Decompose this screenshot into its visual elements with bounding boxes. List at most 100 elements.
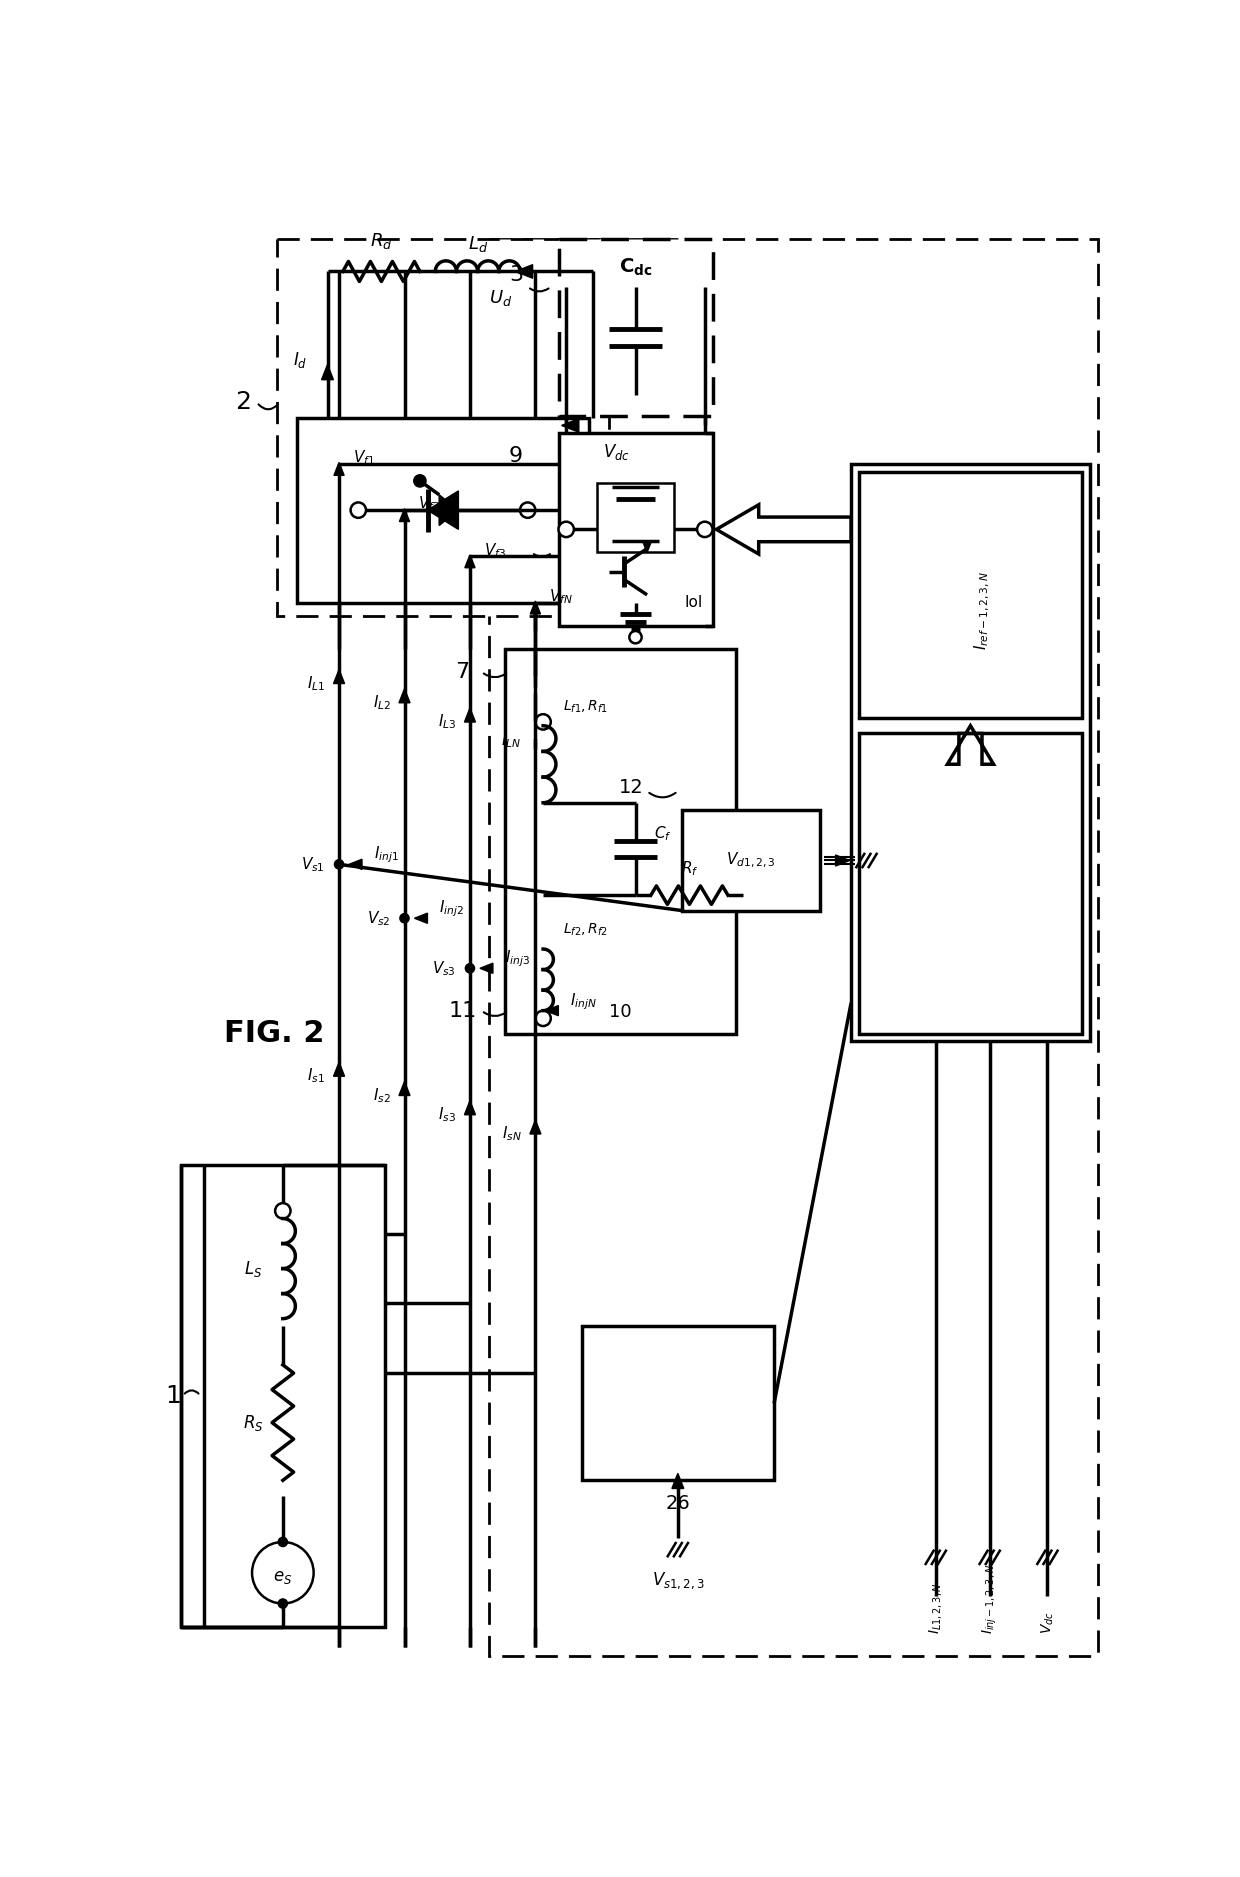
Text: $I_d$: $I_d$ xyxy=(294,349,308,370)
Polygon shape xyxy=(350,860,362,869)
Polygon shape xyxy=(619,499,652,522)
Text: $V_{f2}$: $V_{f2}$ xyxy=(418,496,440,512)
Text: $V_{s2}$: $V_{s2}$ xyxy=(367,908,391,927)
Polygon shape xyxy=(465,708,475,723)
Circle shape xyxy=(465,963,475,972)
Bar xyxy=(490,238,1097,1656)
Text: $I_{inj1}$: $I_{inj1}$ xyxy=(373,845,398,865)
Text: 2: 2 xyxy=(234,390,250,415)
Text: $R_d$: $R_d$ xyxy=(370,231,393,252)
Polygon shape xyxy=(399,509,409,522)
Text: $I_{s3}$: $I_{s3}$ xyxy=(438,1106,456,1124)
Polygon shape xyxy=(516,265,533,278)
Circle shape xyxy=(351,503,366,518)
Polygon shape xyxy=(717,505,851,554)
Polygon shape xyxy=(531,601,541,614)
Text: $C_f$: $C_f$ xyxy=(653,824,671,843)
Circle shape xyxy=(558,522,574,537)
Circle shape xyxy=(520,503,536,518)
Polygon shape xyxy=(439,496,459,526)
Polygon shape xyxy=(334,1062,345,1076)
Polygon shape xyxy=(836,856,849,865)
Text: 1: 1 xyxy=(166,1383,181,1408)
Text: $V_{f3}$: $V_{f3}$ xyxy=(484,541,506,559)
Polygon shape xyxy=(480,963,492,974)
Polygon shape xyxy=(642,542,651,552)
Text: $I_{L3}$: $I_{L3}$ xyxy=(438,713,456,732)
Circle shape xyxy=(399,914,409,923)
Text: $R_S$: $R_S$ xyxy=(243,1413,264,1432)
Circle shape xyxy=(697,522,713,537)
Polygon shape xyxy=(334,462,345,475)
Polygon shape xyxy=(399,1081,410,1096)
Text: $I_{s1}$: $I_{s1}$ xyxy=(308,1066,325,1085)
Polygon shape xyxy=(562,419,579,432)
Text: $V_{dc}$: $V_{dc}$ xyxy=(603,443,630,462)
Bar xyxy=(682,811,821,910)
Text: $L_{f1},R_{f1}$: $L_{f1},R_{f1}$ xyxy=(563,698,608,715)
Text: 10: 10 xyxy=(609,1002,631,1021)
Text: $I_{inj-1,2,3,N}$: $I_{inj-1,2,3,N}$ xyxy=(981,1564,999,1635)
Text: $I_{inj3}$: $I_{inj3}$ xyxy=(505,948,529,969)
Text: $R_f$: $R_f$ xyxy=(681,860,698,878)
Text: $I_{s2}$: $I_{s2}$ xyxy=(373,1087,391,1106)
Text: $V_{d1,2,3}$: $V_{d1,2,3}$ xyxy=(727,850,776,871)
Polygon shape xyxy=(414,912,428,923)
Text: 11: 11 xyxy=(448,1000,476,1021)
Text: $I_{L2}$: $I_{L2}$ xyxy=(372,693,391,711)
Bar xyxy=(859,471,1083,719)
Text: $I_{sN}$: $I_{sN}$ xyxy=(502,1124,522,1143)
Polygon shape xyxy=(399,689,410,702)
Circle shape xyxy=(278,1599,288,1609)
Polygon shape xyxy=(428,492,459,529)
Polygon shape xyxy=(465,556,475,567)
Polygon shape xyxy=(529,1121,541,1134)
Circle shape xyxy=(275,1203,290,1218)
Polygon shape xyxy=(529,726,541,741)
Text: FIG. 2: FIG. 2 xyxy=(223,1019,324,1047)
Circle shape xyxy=(278,1537,288,1547)
Bar xyxy=(851,464,1090,1042)
Circle shape xyxy=(531,1006,541,1015)
Polygon shape xyxy=(321,364,334,379)
Text: $L_S$: $L_S$ xyxy=(244,1259,263,1278)
Text: 7: 7 xyxy=(455,663,469,681)
Text: $I_{injN}$: $I_{injN}$ xyxy=(570,991,596,1012)
Text: 26: 26 xyxy=(666,1494,691,1513)
Circle shape xyxy=(536,713,551,730)
Circle shape xyxy=(536,1010,551,1027)
Text: $V_{s1}$: $V_{s1}$ xyxy=(301,856,325,873)
Text: $I_{LN}$: $I_{LN}$ xyxy=(501,732,522,751)
Text: $L_d$: $L_d$ xyxy=(467,235,487,255)
Text: 9: 9 xyxy=(510,447,523,465)
Polygon shape xyxy=(465,1100,475,1115)
Bar xyxy=(582,1327,774,1481)
Bar xyxy=(558,434,713,625)
Text: $V_{s3}$: $V_{s3}$ xyxy=(433,959,456,978)
Text: $I_{L1}$: $I_{L1}$ xyxy=(308,674,325,693)
Polygon shape xyxy=(672,1473,683,1488)
Bar xyxy=(296,419,589,603)
Polygon shape xyxy=(947,726,993,764)
Text: $L_{f2},R_{f2}$: $L_{f2},R_{f2}$ xyxy=(563,922,608,938)
Text: 12: 12 xyxy=(619,777,644,798)
Polygon shape xyxy=(546,1006,558,1015)
Text: $U_d$: $U_d$ xyxy=(489,289,512,308)
Text: $I_{L1,2,3,N}$: $I_{L1,2,3,N}$ xyxy=(928,1582,945,1635)
Circle shape xyxy=(414,475,427,486)
Circle shape xyxy=(335,860,343,869)
Circle shape xyxy=(735,888,751,903)
Text: $I_{ref-1,2,3,N}$: $I_{ref-1,2,3,N}$ xyxy=(972,571,992,649)
Polygon shape xyxy=(334,670,345,683)
Bar xyxy=(278,238,609,616)
Text: $e_S$: $e_S$ xyxy=(273,1567,293,1586)
Circle shape xyxy=(252,1541,314,1603)
Bar xyxy=(859,734,1083,1034)
Text: $I_{inj2}$: $I_{inj2}$ xyxy=(439,899,464,920)
Bar xyxy=(558,238,713,417)
Text: $V_{s1,2,3}$: $V_{s1,2,3}$ xyxy=(651,1571,704,1590)
Bar xyxy=(505,649,735,1034)
Bar xyxy=(181,1164,386,1627)
Bar xyxy=(596,482,675,552)
Text: $V_{fN}$: $V_{fN}$ xyxy=(549,588,573,606)
